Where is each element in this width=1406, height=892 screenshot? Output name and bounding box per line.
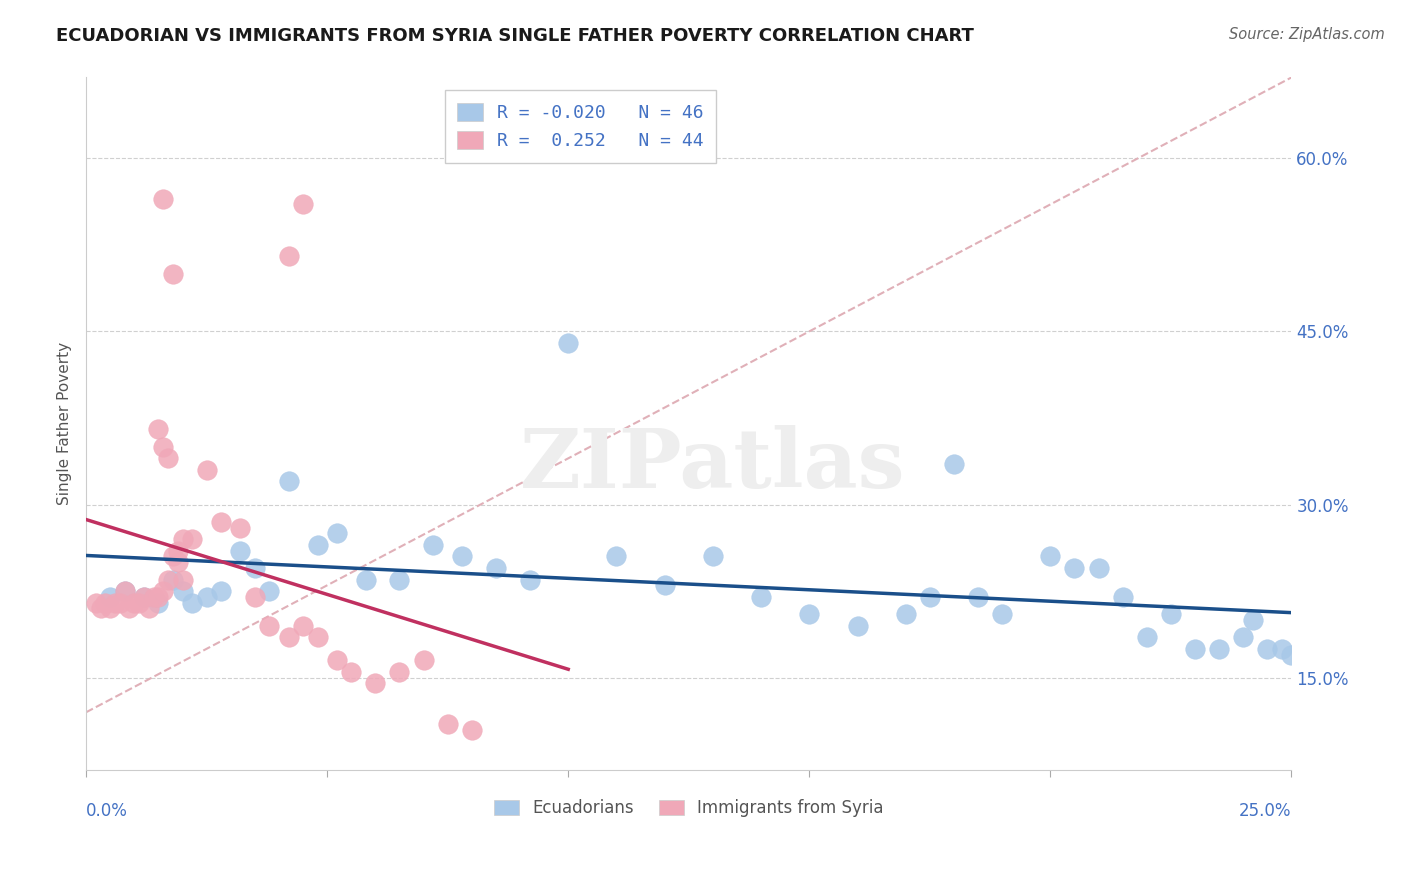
Point xyxy=(277,249,299,263)
Point xyxy=(152,440,174,454)
Point xyxy=(229,543,252,558)
Point xyxy=(461,723,484,737)
Point xyxy=(104,596,127,610)
Text: 0.0%: 0.0% xyxy=(86,802,128,821)
Point xyxy=(166,555,188,569)
Point xyxy=(1087,561,1109,575)
Point xyxy=(846,618,869,632)
Text: Source: ZipAtlas.com: Source: ZipAtlas.com xyxy=(1229,27,1385,42)
Point xyxy=(162,267,184,281)
Point xyxy=(166,543,188,558)
Point xyxy=(292,618,315,632)
Point xyxy=(340,665,363,679)
Point xyxy=(229,520,252,534)
Point xyxy=(148,422,170,436)
Point xyxy=(98,590,121,604)
Point xyxy=(90,601,112,615)
Point xyxy=(195,590,218,604)
Point xyxy=(1160,607,1182,622)
Point xyxy=(436,716,458,731)
Point xyxy=(326,526,349,541)
Point xyxy=(388,573,411,587)
Point xyxy=(157,573,180,587)
Point xyxy=(654,578,676,592)
Point xyxy=(114,584,136,599)
Point xyxy=(157,451,180,466)
Point xyxy=(98,601,121,615)
Point xyxy=(181,596,204,610)
Point xyxy=(605,549,627,564)
Point xyxy=(243,590,266,604)
Point xyxy=(388,665,411,679)
Point xyxy=(1241,613,1264,627)
Point xyxy=(195,463,218,477)
Point xyxy=(128,596,150,610)
Point xyxy=(172,573,194,587)
Point xyxy=(94,596,117,610)
Point xyxy=(152,584,174,599)
Point xyxy=(172,584,194,599)
Point xyxy=(152,192,174,206)
Y-axis label: Single Father Poverty: Single Father Poverty xyxy=(58,343,72,505)
Point xyxy=(114,584,136,599)
Point xyxy=(292,197,315,211)
Point xyxy=(243,561,266,575)
Point xyxy=(702,549,724,564)
Point xyxy=(162,573,184,587)
Point xyxy=(918,590,941,604)
Point xyxy=(991,607,1014,622)
Point xyxy=(519,573,541,587)
Point xyxy=(162,549,184,564)
Text: ZIPatlas: ZIPatlas xyxy=(520,425,905,505)
Point xyxy=(1039,549,1062,564)
Point xyxy=(1184,641,1206,656)
Point xyxy=(967,590,990,604)
Point xyxy=(1256,641,1278,656)
Point xyxy=(749,590,772,604)
Point xyxy=(181,532,204,546)
Point xyxy=(132,590,155,604)
Point xyxy=(799,607,821,622)
Point xyxy=(326,653,349,667)
Point xyxy=(259,584,281,599)
Point xyxy=(124,596,146,610)
Point xyxy=(132,590,155,604)
Point xyxy=(364,676,387,690)
Point xyxy=(307,538,329,552)
Point xyxy=(84,596,107,610)
Point xyxy=(118,601,141,615)
Point xyxy=(485,561,508,575)
Point xyxy=(1063,561,1085,575)
Point xyxy=(307,630,329,644)
Point xyxy=(422,538,444,552)
Point xyxy=(108,596,131,610)
Point xyxy=(277,630,299,644)
Point xyxy=(1112,590,1135,604)
Point xyxy=(894,607,917,622)
Point xyxy=(557,335,579,350)
Point xyxy=(209,584,232,599)
Legend: Ecuadorians, Immigrants from Syria: Ecuadorians, Immigrants from Syria xyxy=(488,793,890,824)
Point xyxy=(148,590,170,604)
Point xyxy=(138,601,160,615)
Text: 25.0%: 25.0% xyxy=(1239,802,1292,821)
Point xyxy=(1271,641,1294,656)
Point xyxy=(412,653,434,667)
Point xyxy=(1232,630,1254,644)
Point xyxy=(354,573,377,587)
Point xyxy=(277,475,299,489)
Point xyxy=(142,590,165,604)
Point xyxy=(1208,641,1230,656)
Point xyxy=(259,618,281,632)
Point xyxy=(942,457,965,471)
Point xyxy=(172,532,194,546)
Point xyxy=(148,596,170,610)
Point xyxy=(1136,630,1159,644)
Point xyxy=(209,515,232,529)
Text: ECUADORIAN VS IMMIGRANTS FROM SYRIA SINGLE FATHER POVERTY CORRELATION CHART: ECUADORIAN VS IMMIGRANTS FROM SYRIA SING… xyxy=(56,27,974,45)
Point xyxy=(1281,648,1303,662)
Point xyxy=(451,549,474,564)
